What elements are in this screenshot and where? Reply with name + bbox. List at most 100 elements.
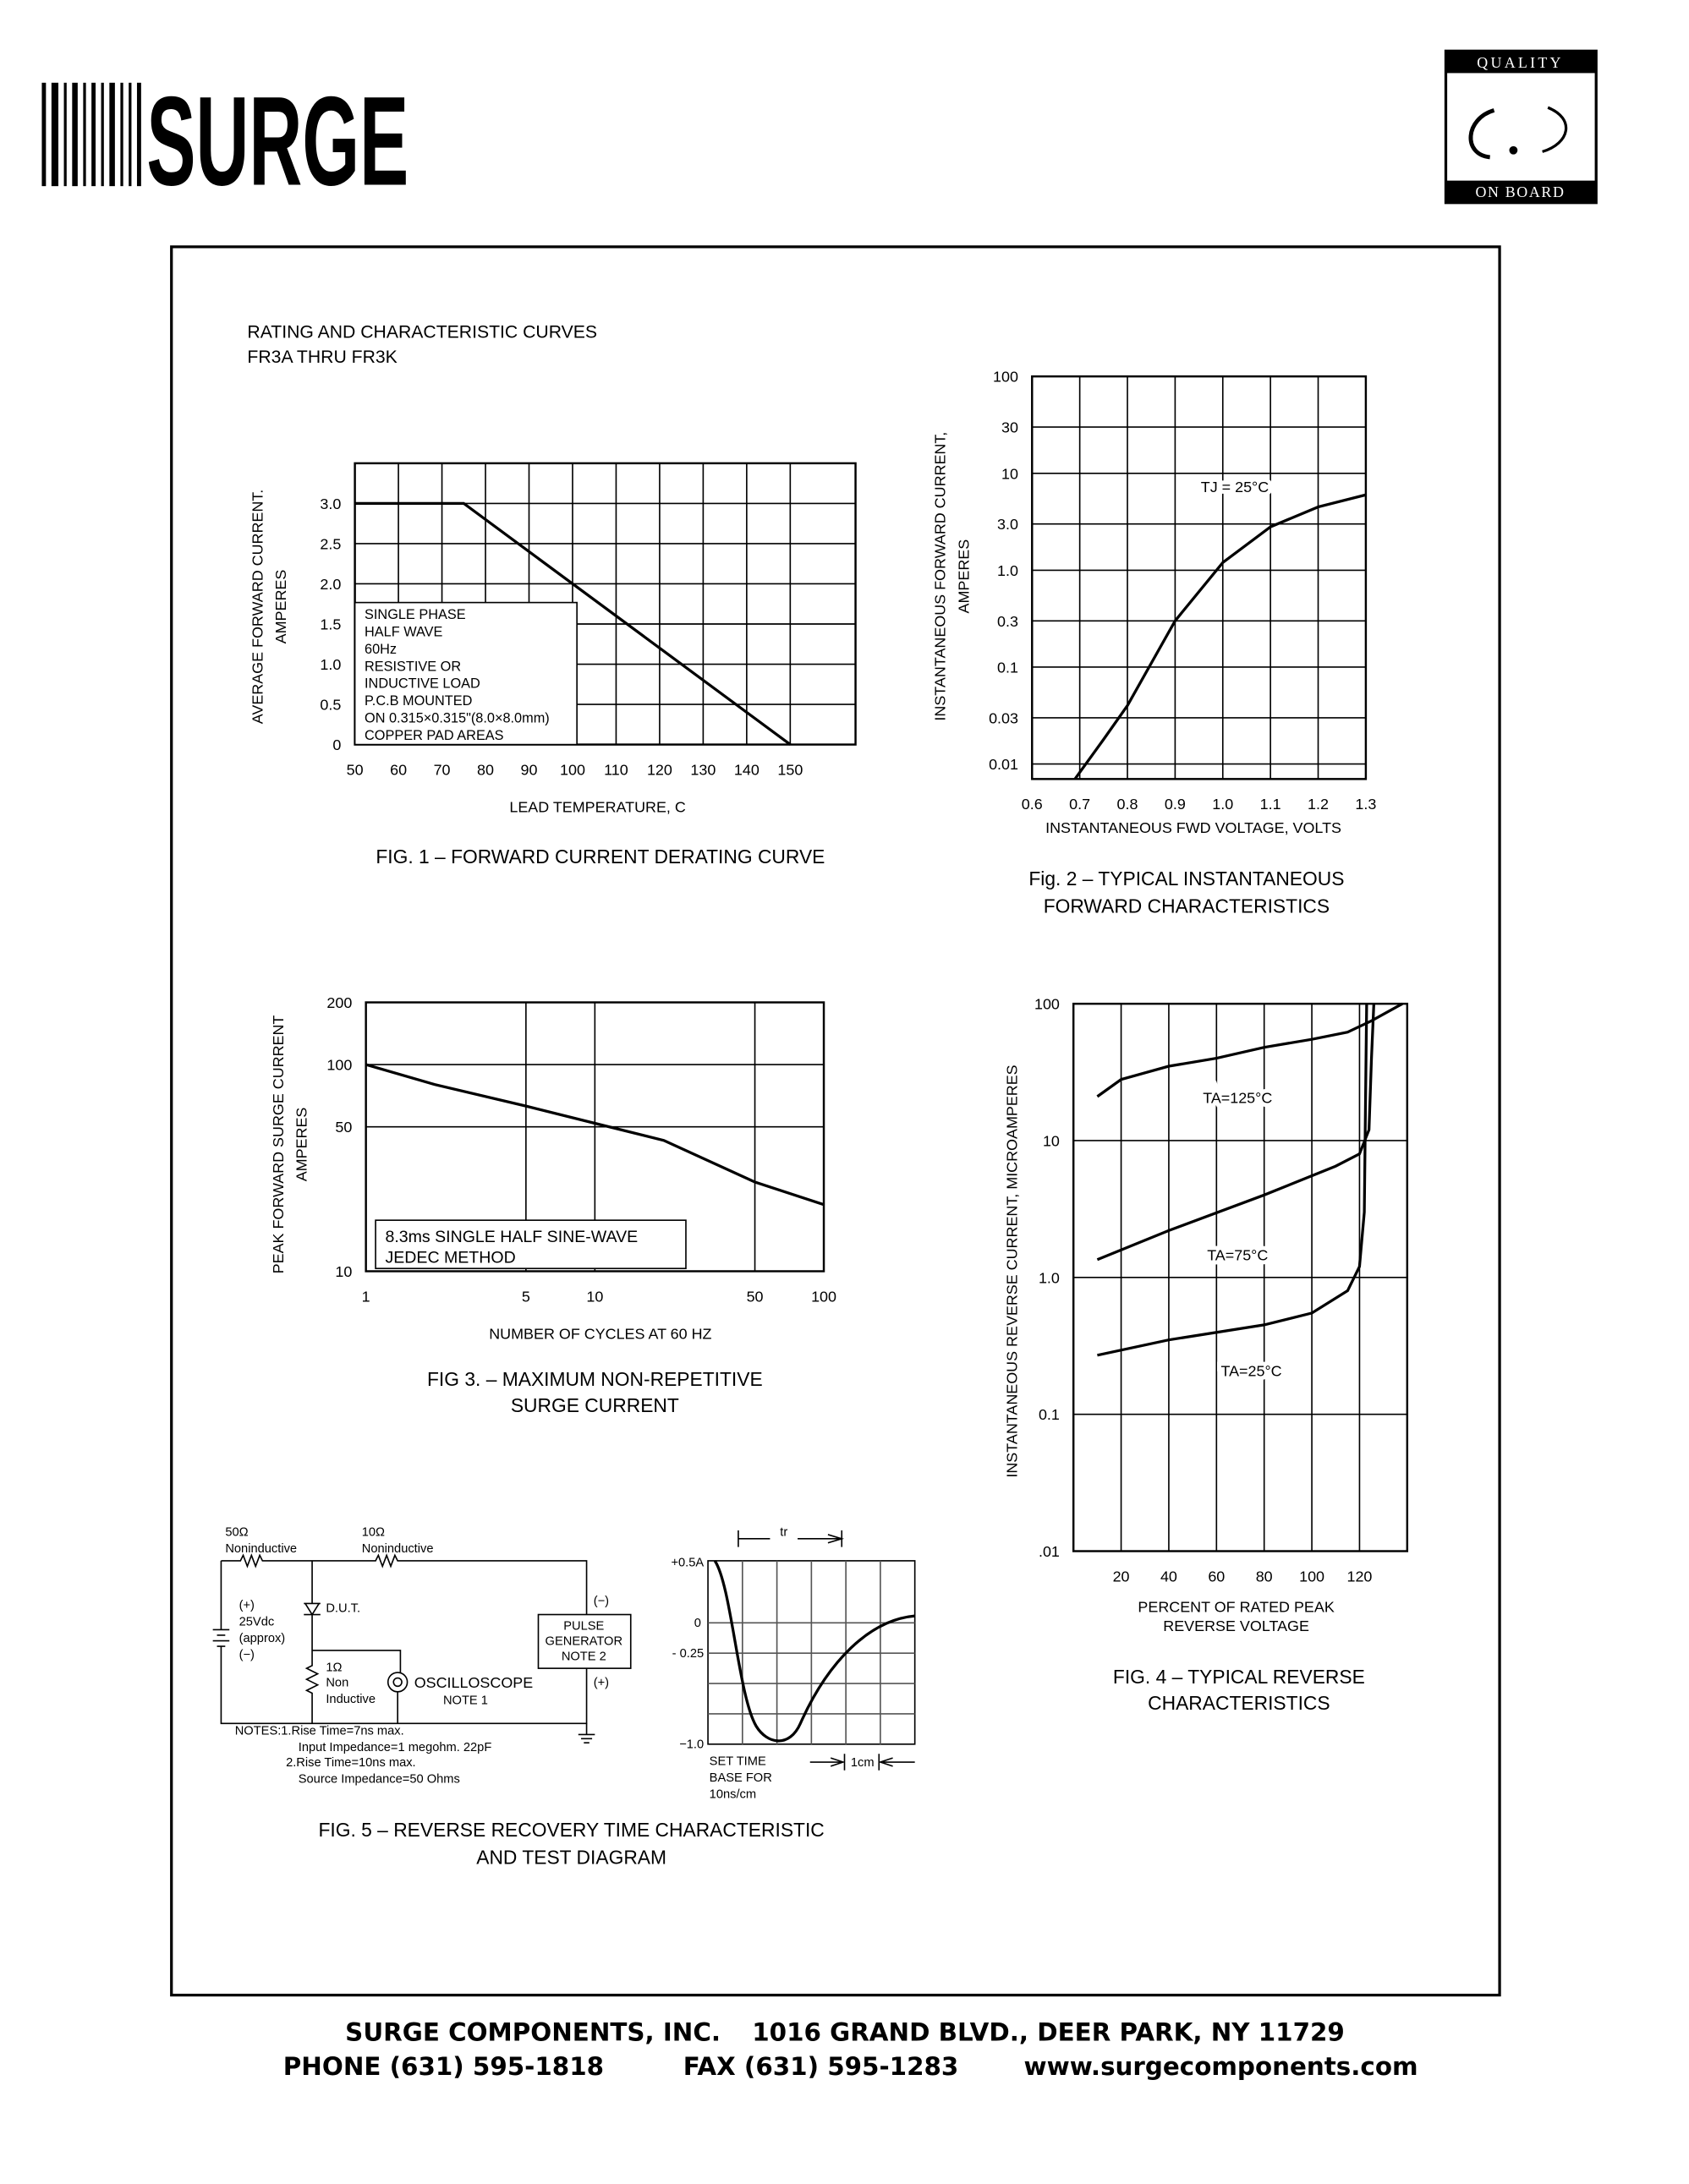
y-tick-label: 100 [326,1057,352,1074]
x-tick-label: 120 [1346,1568,1372,1585]
data-line [1073,493,1367,780]
x-tick-label: 140 [734,761,760,778]
diagram-label: (+) [594,1676,609,1689]
fig-title: FORWARD CHARACTERISTICS [1044,895,1330,917]
badge-top: QUALITY [1477,54,1563,71]
chart: 1 5 10 50 100 10 50 100 200 PEAK FORWARD SURGE CU… [270,994,836,1416]
data-line [365,1063,825,1207]
y-tick-label: 30 [1001,419,1018,436]
diagram-label: BASE FOR [710,1771,772,1785]
frame [170,245,1501,1997]
y-tick-label: 10 [1001,465,1018,482]
fig-title: FIG. 5 – REVERSE RECOVERY TIME CHARACTER… [318,1819,824,1841]
y-axis-label: AMPERES [955,539,972,614]
x-tick-label: 1.1 [1260,796,1281,813]
diagram-label: 0 [694,1617,701,1630]
annotation: ON 0.315×0.315"(8.0×8.0mm) [365,710,550,725]
y-axis-label: INSTANTANEOUS REVERSE CURRENT, MICROAMPE… [1003,1065,1020,1477]
annotation-box [375,1219,687,1270]
diagram-label: D.U.T. [326,1601,360,1615]
footer-company: SURGE COMPONENTS, INC. [345,2017,721,2046]
data-line [1096,1004,1375,1262]
y-tick-label: 0.3 [997,613,1018,630]
y-tick-label: 50 [335,1119,352,1136]
diagram-label: NOTES:1.Rise Time=7ns max. [235,1724,404,1738]
x-tick-label: 100 [1299,1568,1324,1585]
y-tick-label: 3.0 [997,516,1018,533]
x-axis-label: PERCENT OF RATED PEAK [1138,1598,1334,1615]
diagram-label: - 0.25 [672,1647,704,1661]
fig-title: FIG. 1 – FORWARD CURRENT DERATING CURVE [376,846,825,868]
diagram-label: (−) [594,1595,609,1608]
diagram-label: 50Ω [225,1526,248,1540]
y-axis-label: PEAK FORWARD SURGE CURRENT [270,1015,287,1274]
diagram-label: tr [780,1526,787,1540]
diagram-label: 1cm [851,1756,875,1770]
y-tick-label: 100 [1034,996,1060,1013]
y-axis-label: INSTANTANEOUS FORWARD CURRENT, [932,432,949,721]
diagram-label: GENERATOR [546,1634,622,1648]
y-tick-label: 0.03 [989,709,1018,726]
x-tick-label: 100 [560,761,585,778]
annotation: HALF WAVE [365,625,442,640]
y-tick-label: 1.0 [320,656,341,673]
quality-badge: QUALITY ON BOARD [1444,49,1598,205]
y-tick-label: 200 [326,994,352,1011]
diagram-label: SET TIME [710,1754,766,1768]
y-tick-label: 100 [993,369,1018,386]
y-tick-label: 1.0 [1039,1269,1060,1286]
diagram-label: Noninductive [225,1542,297,1556]
x-tick-label: 1.0 [1212,796,1233,813]
y-tick-label: 0.1 [1039,1406,1060,1423]
diagram-label: (approx) [239,1632,286,1645]
data-line [354,501,792,746]
x-tick-label: 120 [647,761,672,778]
footer-fax: FAX (631) 595-1283 [683,2052,959,2081]
x-tick-label: 150 [777,761,803,778]
logo-text: SURGE [146,70,409,212]
fig-title: CHARACTERISTICS [1148,1692,1330,1714]
x-tick-label: 50 [747,1288,764,1305]
annotation: P.C.B MOUNTED [365,693,472,709]
chart: 20 40 60 80 100 120 .01 0.1 1.0 10 100 INSTANTANEOU… [1003,996,1409,1714]
footer-phone: PHONE (631) 595-1818 [283,2052,604,2081]
diagram-label: NOTE 2 [562,1650,606,1663]
fig5-diagram [212,1530,916,1771]
y-tick-label: 10 [335,1263,352,1280]
x-tick-label: 0.6 [1022,796,1043,813]
y-tick-label: 1.5 [320,616,341,633]
fig-title: FIG 3. – MAXIMUM NON-REPETITIVE [427,1368,763,1390]
x-tick-label: 0.9 [1165,796,1186,813]
logo: SURGE [41,70,409,212]
y-tick-label: 1.0 [997,562,1018,579]
footer-web: www.surgecomponents.com [1023,2052,1418,2081]
diagram-label: 10Ω [362,1526,385,1540]
plot-frame [1031,375,1368,780]
diagram-label: OSCILLOSCOPE [414,1674,533,1691]
y-tick-label: .01 [1039,1543,1060,1560]
fig-title: AND TEST DIAGRAM [476,1847,666,1869]
diagram-label: −1.0 [679,1738,704,1752]
y-tick-label: 2.0 [320,576,341,593]
annotation: 60Hz [365,642,397,657]
x-axis-label: INSTANTANEOUS FWD VOLTAGE, VOLTS [1045,819,1341,836]
data-line [1097,1004,1368,1357]
diagram-label: Non [326,1676,348,1689]
diagram-label: Inductive [326,1693,376,1706]
x-tick-label: 60 [1208,1568,1225,1585]
x-tick-label: 0.7 [1069,796,1090,813]
diagram-label: NOTE 1 [443,1694,488,1708]
x-tick-label: 130 [690,761,716,778]
annotation: COPPER PAD AREAS [365,728,504,743]
diagram-label: 1Ω [326,1661,342,1674]
x-tick-label: 5 [522,1288,530,1305]
diagram-label: +0.5A [671,1556,704,1569]
x-axis-label: NUMBER OF CYCLES AT 60 HZ [489,1325,711,1342]
y-tick-label: 0.01 [989,756,1018,773]
diagram-label: Noninductive [362,1542,434,1556]
chart: 0.6 0.7 0.8 0.9 1.0 1.1 1.2 1.3 100 30 10 3.0 1.0 0.3… [932,369,1377,917]
chart: 50 60 70 80 90 100 110 120 130 140 150 0 0.5 1.0 1.5 2.… [249,462,857,868]
y-axis-label: AVERAGE FORWARD CURRENT. [249,490,266,724]
